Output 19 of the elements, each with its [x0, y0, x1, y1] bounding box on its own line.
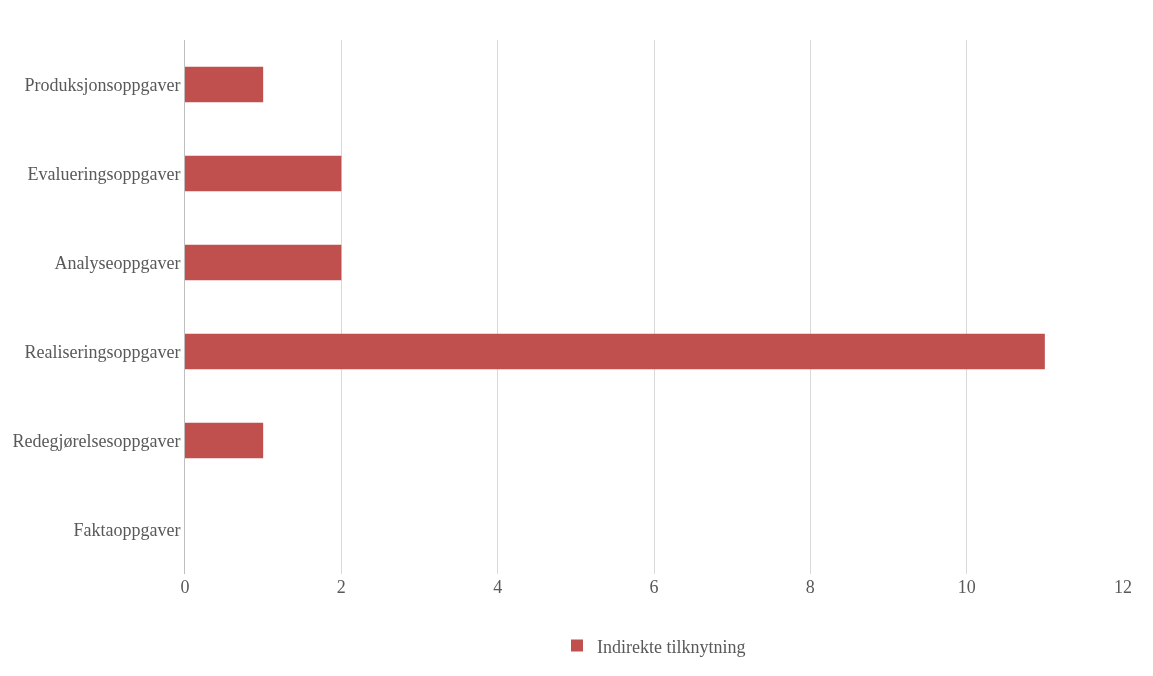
- bar: [185, 66, 264, 103]
- x-tick-label: 2: [336, 577, 346, 597]
- bar: [185, 333, 1045, 370]
- x-tick-label: 12: [1114, 577, 1132, 597]
- bar: [185, 155, 342, 192]
- y-tick-label: Analyseoppgaver: [54, 252, 181, 273]
- legend-label: Indirekte tilknytning: [597, 636, 746, 657]
- y-tick-label: Produksjonsoppgaver: [24, 74, 181, 95]
- x-tick-label: 8: [805, 577, 815, 597]
- x-tick-label: 6: [649, 577, 659, 597]
- x-tick-label: 0: [180, 577, 190, 597]
- y-tick-label: Redegjørelsesoppgaver: [12, 430, 181, 451]
- x-tick-label: 10: [957, 577, 976, 597]
- y-tick-label: Faktaoppgaver: [73, 519, 181, 540]
- bar: [185, 422, 264, 459]
- x-tick-label: 4: [493, 577, 503, 597]
- y-tick-label: Evalueringsoppgaver: [27, 163, 181, 184]
- y-tick-label: Realiseringsoppgaver: [24, 341, 181, 362]
- bar: [185, 244, 342, 281]
